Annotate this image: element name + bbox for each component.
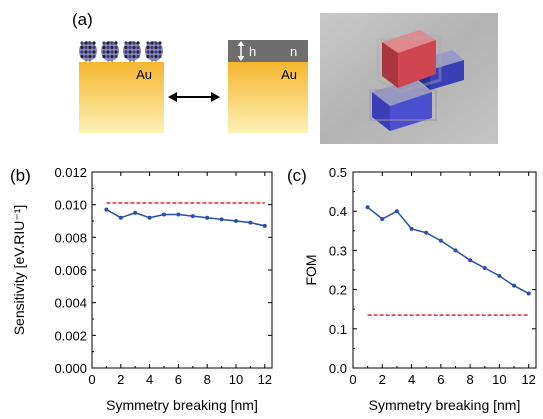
y-tick-label: 0.0: [329, 361, 347, 376]
x-axis-label: Symmetry breaking [nm]: [106, 397, 258, 413]
data-point: [234, 219, 238, 223]
panel-a-label: (a): [72, 10, 93, 29]
data-point: [133, 210, 138, 215]
data-point: [147, 215, 152, 220]
data-point: [409, 226, 414, 231]
x-tick-label: 12: [258, 372, 272, 387]
data-point: [205, 215, 210, 220]
molecule-layer: [79, 41, 163, 62]
x-tick-label: 0: [88, 372, 95, 387]
panel-c-label: (c): [287, 166, 307, 185]
plot-frame: [91, 171, 273, 369]
data-point: [424, 230, 429, 235]
data-point: [526, 291, 531, 296]
x-tick-label: 10: [229, 372, 243, 387]
data-point: [162, 212, 166, 217]
x-tick-label: 8: [467, 372, 474, 387]
panel-a: (a) Au h n Au: [72, 10, 498, 144]
n-label: n: [290, 44, 297, 59]
x-tick-label: 6: [175, 372, 182, 387]
x-tick-label: 2: [117, 372, 124, 387]
gold-substrate-right: [228, 62, 308, 133]
gold-substrate-left: [79, 62, 164, 133]
molecule-icon: [101, 41, 119, 62]
data-point: [365, 205, 370, 210]
nanostructure-render-icon: [320, 13, 498, 144]
y-tick-label: 0.4: [329, 204, 347, 219]
y-tick-label: 0.2: [329, 283, 347, 298]
plot-frame: [352, 171, 537, 369]
data-point: [438, 238, 443, 243]
x-tick-label: 12: [521, 372, 535, 387]
data-point: [104, 207, 109, 212]
x-tick-label: 4: [146, 372, 153, 387]
data-point: [219, 217, 224, 222]
y-tick-label: 0.002: [54, 328, 87, 343]
x-tick-label: 8: [204, 372, 211, 387]
au-label-right: Au: [281, 67, 297, 82]
x-tick-label: 6: [437, 372, 444, 387]
data-point: [380, 217, 385, 222]
gold-substrate-with-dielectric: h n Au: [228, 40, 308, 133]
gold-substrate-with-molecules: Au: [79, 41, 164, 133]
data-point: [497, 273, 502, 278]
data-point: [453, 248, 458, 253]
molecule-icon: [79, 41, 97, 62]
data-point: [468, 258, 473, 263]
x-tick-label: 10: [492, 372, 506, 387]
x-tick-label: 0: [349, 372, 356, 387]
data-point: [394, 209, 399, 214]
chart-b: (b) 0 2 4 6 8 10 12 0.000 0.002 0.004 0.006 0.008 0.0…: [10, 165, 273, 413]
au-label-left: Au: [136, 67, 152, 82]
data-point: [248, 220, 253, 225]
y-tick-label: 0.3: [329, 243, 347, 258]
series-line: [367, 206, 530, 295]
x-tick-label: 4: [408, 372, 415, 387]
data-point: [512, 283, 517, 288]
data-point: [190, 214, 195, 219]
y-axis-label: FOM: [303, 254, 319, 285]
y-tick-label: 0.008: [54, 230, 87, 245]
h-label: h: [249, 44, 256, 59]
data-point: [118, 215, 123, 220]
chart-c: (c) 0 2 4 6 8 10 12 0.0 0.1 0.2 0.3 0.4 0.5 Symmetry b…: [287, 165, 537, 413]
y-tick-label: 0.004: [54, 296, 87, 311]
y-tick-label: 0.000: [54, 361, 87, 376]
y-tick-label: 0.010: [54, 198, 87, 213]
y-tick-label: 0.012: [54, 165, 87, 180]
y-axis-label: Sensitivity [eV.RIU⁻¹]: [11, 205, 27, 336]
y-tick-label: 0.006: [54, 263, 87, 278]
dielectric-layer: [228, 40, 308, 62]
data-point: [482, 266, 487, 271]
panel-b-label: (b): [10, 166, 31, 185]
x-axis-label: Symmetry breaking [nm]: [369, 397, 521, 413]
double-arrow-icon: [168, 92, 220, 102]
molecule-icon: [145, 41, 163, 62]
y-tick-label: 0.5: [329, 165, 347, 180]
thickness-arrow-icon: [237, 41, 245, 61]
charts: (b)0 2 4 6 8 10 120.0000.0020.0040.0060.0080.0…: [10, 165, 537, 413]
molecule-icon: [123, 41, 141, 62]
x-tick-label: 2: [379, 372, 386, 387]
data-point: [262, 223, 267, 228]
series-line: [106, 208, 265, 227]
data-point: [176, 212, 181, 217]
y-tick-label: 0.1: [329, 322, 347, 337]
